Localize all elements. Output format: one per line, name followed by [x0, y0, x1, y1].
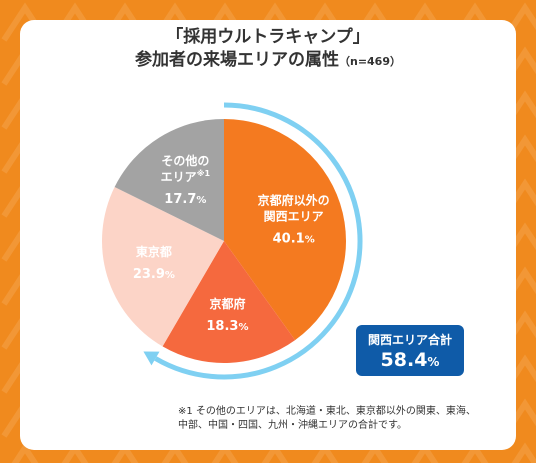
chart-title-main: 参加者の来場エリアの属性 — [134, 50, 339, 70]
slice-label-0-1: 関西エリア — [264, 210, 324, 224]
footnote-line1: ※1 その他のエリアは、北海道・東北、東京都以外の関東、東海、 — [178, 406, 476, 417]
footnote-line2: 中部、中国・四国、九州・沖縄エリアの合計です。 — [178, 420, 407, 431]
pie-slices — [102, 118, 346, 363]
slice-label-2-0: 東京都 — [136, 244, 172, 259]
slice-label-0-0: 京都府以外の — [258, 193, 330, 208]
slice-value-3: 17.7% — [164, 192, 206, 207]
slice-value-0: 40.1% — [273, 232, 315, 247]
chart-title-line1: 「採用ウルトラキャンプ」 — [166, 27, 370, 47]
slice-label-3-0: その他の — [161, 153, 209, 168]
chart-title-line2: 参加者の来場エリアの属性（n=469） — [0, 49, 536, 73]
chart-title: 「採用ウルトラキャンプ」 参加者の来場エリアの属性（n=469） — [0, 26, 536, 73]
slice-label-1-0: 京都府 — [209, 296, 245, 311]
kansai-total-value: 58.4% — [356, 349, 464, 371]
arrow-head — [143, 351, 160, 366]
slice-value-2: 23.9% — [133, 267, 175, 282]
pie-slice-3 — [114, 118, 224, 241]
kansai-total-unit: % — [427, 355, 440, 369]
footnote: ※1 その他のエリアは、北海道・東北、東京都以外の関東、東海、 中部、中国・四国… — [178, 405, 508, 433]
pie-labels: 京都府以外の関西エリア40.1%京都府18.3%東京都23.9%その他のエリア※… — [133, 153, 330, 334]
kansai-total-arrow — [143, 102, 363, 380]
slice-value-1: 18.3% — [206, 319, 248, 334]
kansai-total-badge: 関西エリア合計 58.4% — [356, 325, 464, 376]
kansai-total-number: 58.4 — [380, 349, 428, 371]
arrow-arc — [154, 102, 363, 380]
pie-slice-0 — [224, 119, 346, 341]
kansai-total-label: 関西エリア合計 — [367, 333, 452, 347]
pie-slice-1 — [162, 241, 296, 363]
pie-slice-2 — [102, 186, 224, 347]
sample-size-label: （n=469） — [338, 55, 401, 68]
